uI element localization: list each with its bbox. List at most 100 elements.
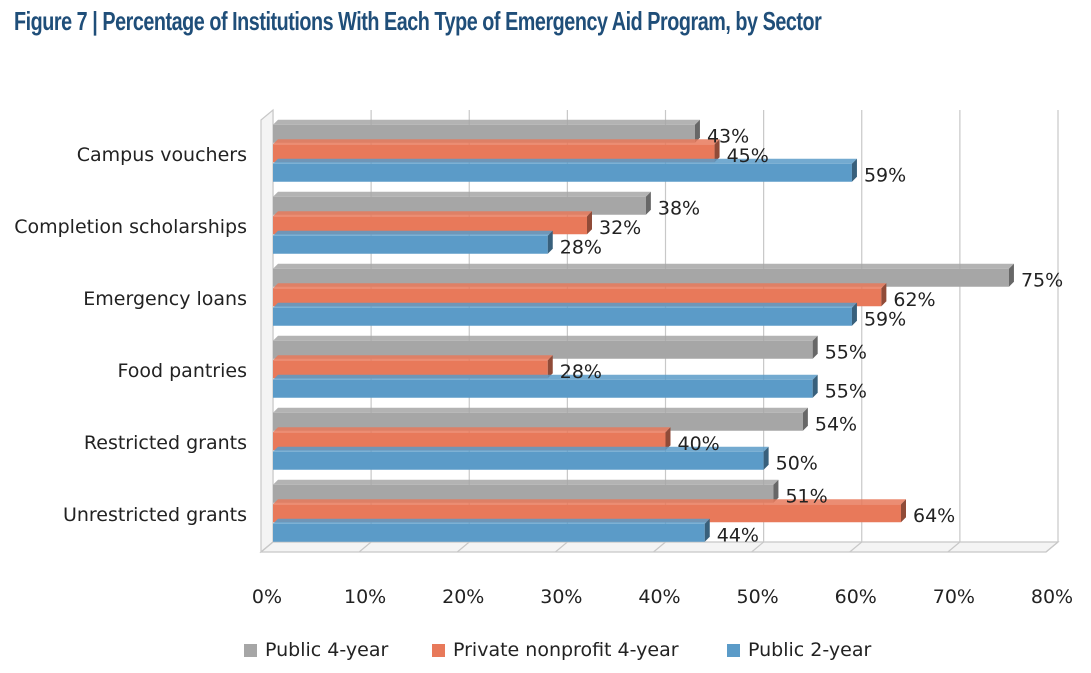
floor-tick — [653, 541, 666, 553]
bar-top-face — [273, 479, 779, 485]
bar-end-face — [763, 446, 769, 470]
bar — [273, 379, 813, 398]
bar — [273, 307, 852, 326]
bar-end-face — [773, 479, 779, 503]
category-label: Emergency loans — [83, 288, 247, 310]
bar — [273, 340, 813, 359]
bar-top-face — [273, 211, 592, 217]
bar-top-face — [273, 139, 720, 145]
data-label: 40% — [678, 433, 720, 455]
bar — [273, 124, 695, 143]
data-label: 28% — [560, 361, 602, 383]
legend-swatch — [244, 643, 257, 657]
data-label: 43% — [707, 126, 749, 148]
x-tick-label: 60% — [835, 586, 877, 608]
category-label: Food pantries — [118, 360, 247, 382]
bar-top-face — [273, 302, 857, 308]
legend-item: Public 4-year — [244, 636, 388, 664]
legend-swatch — [727, 643, 740, 657]
data-label: 32% — [599, 217, 641, 239]
data-label: 38% — [658, 198, 700, 220]
data-label: 62% — [893, 289, 935, 311]
x-tick-label: 40% — [638, 586, 680, 608]
floor-tick — [456, 541, 470, 553]
data-label: 64% — [913, 505, 955, 527]
bar — [273, 523, 705, 542]
bar-top-face — [273, 374, 818, 380]
bar-end-face — [714, 139, 720, 163]
bar — [273, 504, 901, 523]
floor-tick — [358, 541, 372, 553]
data-labels: 43%45%59%38%32%28%75%62%59%55%28%55%54%4… — [560, 126, 1063, 547]
bar — [273, 144, 715, 163]
page-title: Figure 7 | Percentage of Institutions Wi… — [14, 6, 822, 36]
legend-label: Private nonprofit 4-year — [453, 639, 679, 661]
bar-end-face — [812, 335, 818, 359]
bar-top-face — [273, 283, 887, 289]
legend: Public 4-year Private nonprofit 4-year Pub… — [0, 636, 1091, 664]
bar-end-face — [704, 518, 710, 542]
x-tick-label: 10% — [344, 586, 386, 608]
floor-tick — [947, 541, 961, 553]
x-tick-label: 20% — [442, 586, 484, 608]
bar — [273, 216, 587, 235]
bar-end-face — [901, 499, 906, 523]
legend-swatch — [432, 643, 445, 657]
bar-end-face — [1008, 263, 1014, 287]
bar-end-face — [665, 427, 671, 451]
floor-tick — [1045, 541, 1059, 553]
left-wall — [260, 108, 274, 554]
data-label: 55% — [825, 342, 867, 364]
bar-top-face — [273, 158, 857, 164]
bar-end-face — [645, 191, 651, 215]
bar-top-face — [273, 499, 906, 505]
bar-end-face — [694, 119, 700, 143]
x-tick-label: 70% — [933, 586, 975, 608]
floor-tick — [260, 541, 274, 553]
category-labels: Campus vouchers Completion scholarships Em… — [14, 144, 247, 526]
data-label: 50% — [776, 453, 818, 475]
data-label: 28% — [560, 237, 602, 259]
bar-end-face — [802, 407, 808, 431]
bar-end-face — [851, 158, 857, 182]
x-tick-label: 50% — [737, 586, 779, 608]
data-label: 55% — [825, 381, 867, 403]
x-tick-label: 80% — [1031, 586, 1073, 608]
bar-top-face — [273, 191, 651, 197]
bar-top-face — [273, 407, 808, 413]
bar — [273, 268, 1009, 287]
bar-top-face — [273, 119, 700, 125]
bar-end-face — [881, 283, 887, 307]
category-label: Restricted grants — [84, 432, 247, 454]
bar-end-face — [547, 355, 553, 379]
category-label: Campus vouchers — [77, 144, 247, 166]
x-tick-label: 0% — [252, 586, 282, 608]
bar-end-face — [851, 302, 857, 326]
data-label: 59% — [864, 165, 906, 187]
x-tick-label: 30% — [540, 586, 582, 608]
x-axis-ticks: 0% 10% 20% 30% 40% 50% 60% 70% 80% — [252, 586, 1073, 608]
bar — [273, 235, 548, 254]
bar-marks — [273, 119, 1014, 542]
bar — [273, 288, 882, 307]
legend-label: Public 4-year — [265, 639, 389, 661]
bar-top-face — [273, 518, 710, 524]
data-label: 45% — [727, 145, 769, 167]
legend-label: Public 2-year — [748, 639, 872, 661]
bar-end-face — [812, 374, 818, 398]
bar — [273, 484, 774, 503]
bar — [273, 451, 764, 470]
bar-end-face — [547, 230, 553, 254]
bar — [273, 360, 548, 379]
data-label: 75% — [1021, 270, 1063, 292]
floor-tick — [554, 541, 568, 553]
category-label: Unrestricted grants — [63, 504, 247, 526]
data-label: 54% — [815, 414, 857, 436]
legend-item: Public 2-year — [727, 636, 871, 664]
floor-tick — [751, 541, 765, 553]
data-label: 59% — [864, 309, 906, 331]
legend-item: Private nonprofit 4-year — [432, 636, 679, 664]
bar-top-face — [273, 335, 818, 341]
data-label: 51% — [785, 486, 827, 508]
